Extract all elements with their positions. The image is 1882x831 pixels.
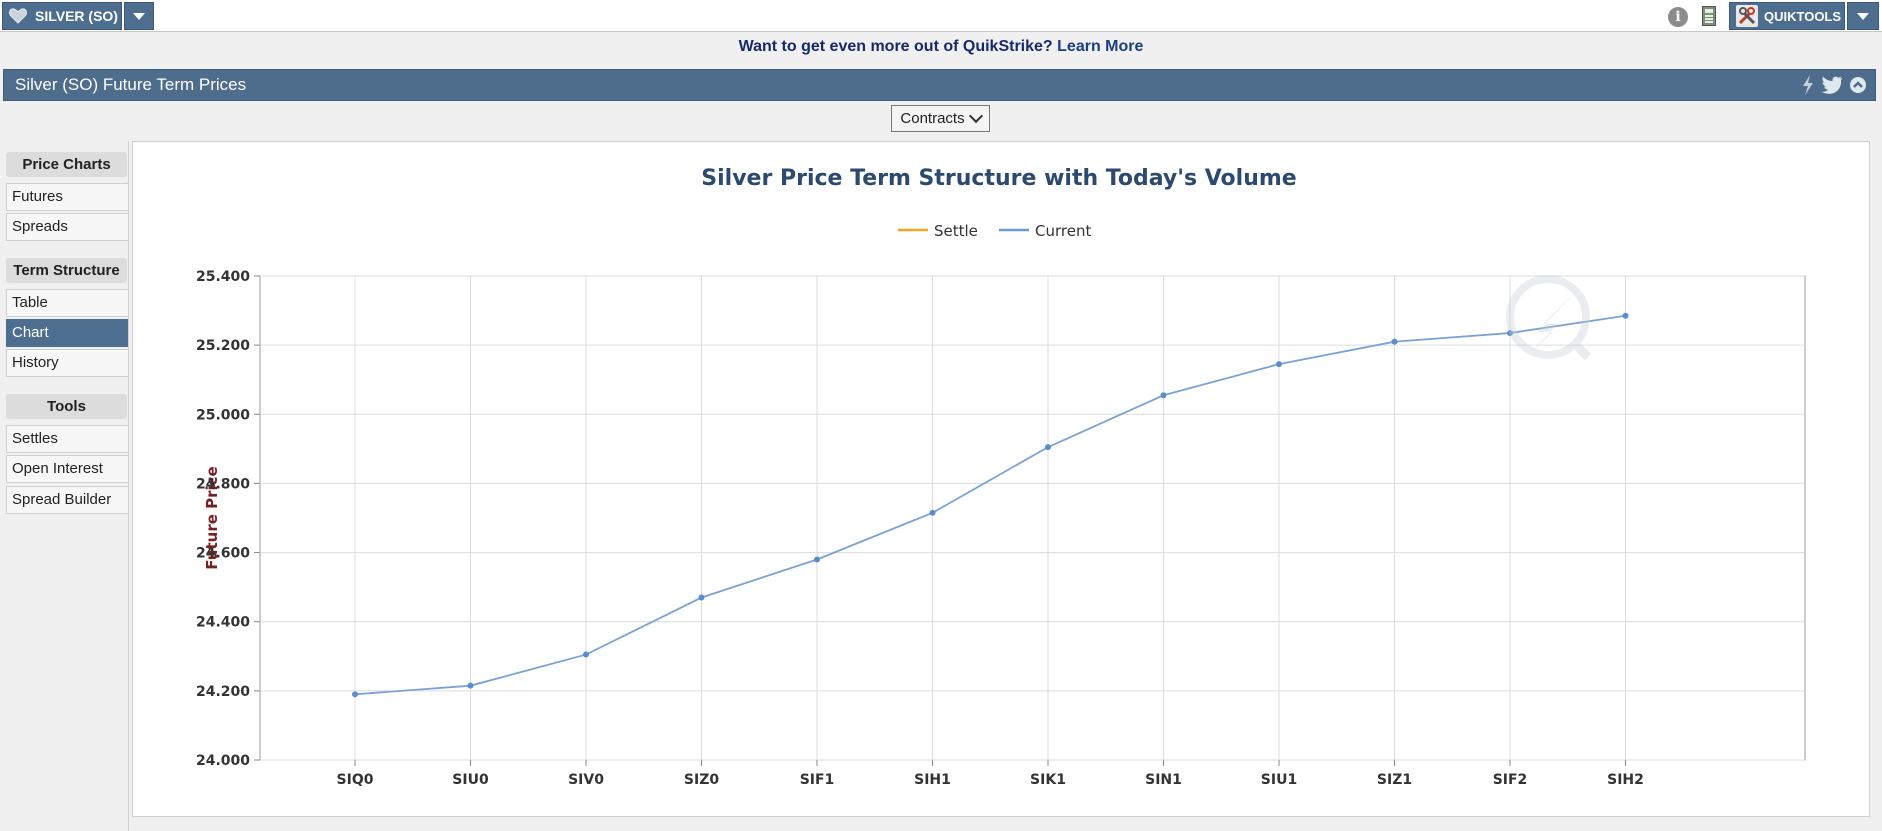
data-point-siz0[interactable] <box>698 594 705 601</box>
sidebar-heading-term-structure: Term Structure <box>6 258 127 283</box>
x-tick-label: SIH1 <box>914 772 951 788</box>
legend-item-settle[interactable]: Settle <box>898 222 978 240</box>
sidebar-item-table[interactable]: Table <box>6 289 129 317</box>
sidebar-item-spread-builder[interactable]: Spread Builder <box>6 486 129 514</box>
twitter-icon[interactable] <box>1821 76 1843 94</box>
x-tick-label: SIV0 <box>568 772 604 788</box>
series-line-current <box>354 314 1626 696</box>
y-tick-label: 24.200 <box>196 684 250 700</box>
learn-more-link[interactable]: Learn More <box>1057 38 1144 55</box>
sidebar-item-history[interactable]: History <box>6 349 129 377</box>
x-tick-label: SIF1 <box>800 772 835 788</box>
y-tick-label: 24.400 <box>196 615 250 631</box>
x-tick-label: SIU0 <box>452 772 489 788</box>
data-point-sif2[interactable] <box>1507 330 1513 337</box>
panel-title: Silver (SO) Future Term Prices <box>15 75 247 94</box>
top-toolbar: SILVER (SO) i QUIKTOOLS <box>0 0 1882 32</box>
sidebar-heading-price-charts: Price Charts <box>6 152 127 177</box>
sidebar-item-spreads[interactable]: Spreads <box>6 213 129 241</box>
contracts-label: Contracts <box>900 110 965 127</box>
x-tick-label: SIU1 <box>1261 772 1297 788</box>
tools-icon <box>1736 5 1758 27</box>
product-dropdown-button[interactable] <box>124 2 154 30</box>
sidebar-item-open-interest[interactable]: Open Interest <box>6 455 129 483</box>
contracts-dropdown[interactable]: Contracts <box>891 105 990 132</box>
x-tick-label: SIQ0 <box>337 772 374 788</box>
panel-header: Silver (SO) Future Term Prices <box>3 69 1876 101</box>
data-point-siu1[interactable] <box>1276 361 1282 368</box>
chevron-down-icon <box>968 108 983 124</box>
watermark-logo <box>1506 275 1592 361</box>
data-point-siq0[interactable] <box>352 691 358 698</box>
x-tick-label: SIK1 <box>1030 772 1066 788</box>
y-tick-label: 24.000 <box>196 753 250 769</box>
heart-icon <box>9 8 27 24</box>
promo-text: Want to get even more out of QuikStrike? <box>738 38 1053 55</box>
y-tick-label: 25.000 <box>196 407 250 423</box>
data-point-sin1[interactable] <box>1160 392 1167 399</box>
data-point-sik1[interactable] <box>1045 444 1051 451</box>
chart-title: Silver Price Term Structure with Today's… <box>701 166 1296 191</box>
y-axis-label: Future Price <box>203 466 221 569</box>
calculator-icon[interactable] <box>1702 6 1716 26</box>
x-tick-label: SIZ0 <box>684 772 719 788</box>
quiktools-label: QUIKTOOLS <box>1764 8 1842 24</box>
data-point-siz1[interactable] <box>1391 338 1398 345</box>
data-point-sih2[interactable] <box>1622 312 1629 319</box>
y-tick-label: 25.400 <box>196 269 250 285</box>
data-point-sih1[interactable] <box>929 509 936 516</box>
quiktools-button[interactable]: QUIKTOOLS <box>1729 2 1845 30</box>
legend-label-current: Current <box>1035 222 1091 240</box>
y-tick-label: 25.200 <box>196 338 250 354</box>
product-label: SILVER (SO) <box>35 8 118 24</box>
chart-legend: Settle Current <box>898 222 1091 240</box>
collapse-icon[interactable] <box>1849 76 1867 94</box>
legend-item-current[interactable]: Current <box>999 222 1091 240</box>
quiktools-dropdown-button[interactable] <box>1847 2 1879 30</box>
x-tick-label: SIF2 <box>1493 772 1528 788</box>
product-selector-button[interactable]: SILVER (SO) <box>2 2 122 30</box>
sidebar-item-futures[interactable]: Futures <box>6 183 129 211</box>
promo-banner: Want to get even more out of QuikStrike?… <box>0 38 1882 56</box>
data-point-siv0[interactable] <box>583 651 589 658</box>
y-tick-label: 24.800 <box>196 476 250 492</box>
caret-down-icon <box>133 12 145 20</box>
info-icon[interactable]: i <box>1668 7 1688 27</box>
sidebar-heading-tools: Tools <box>6 394 127 419</box>
sidebar-item-chart[interactable]: Chart <box>6 319 129 347</box>
lightning-icon[interactable] <box>1801 75 1815 95</box>
chart-panel: Silver Price Term Structure with Today's… <box>132 141 1870 817</box>
x-tick-label: SIH2 <box>1607 772 1644 788</box>
sidebar-item-settles[interactable]: Settles <box>6 425 129 453</box>
y-tick-label: 24.600 <box>196 546 250 562</box>
data-point-sif1[interactable] <box>814 556 820 563</box>
data-point-siu0[interactable] <box>467 682 474 689</box>
x-tick-label: SIZ1 <box>1377 772 1412 788</box>
x-tick-label: SIN1 <box>1145 772 1182 788</box>
term-structure-chart: Silver Price Term Structure with Today's… <box>196 166 1806 788</box>
sidebar-divider <box>128 141 129 831</box>
legend-label-settle: Settle <box>934 222 978 240</box>
caret-down-icon <box>1857 12 1869 20</box>
